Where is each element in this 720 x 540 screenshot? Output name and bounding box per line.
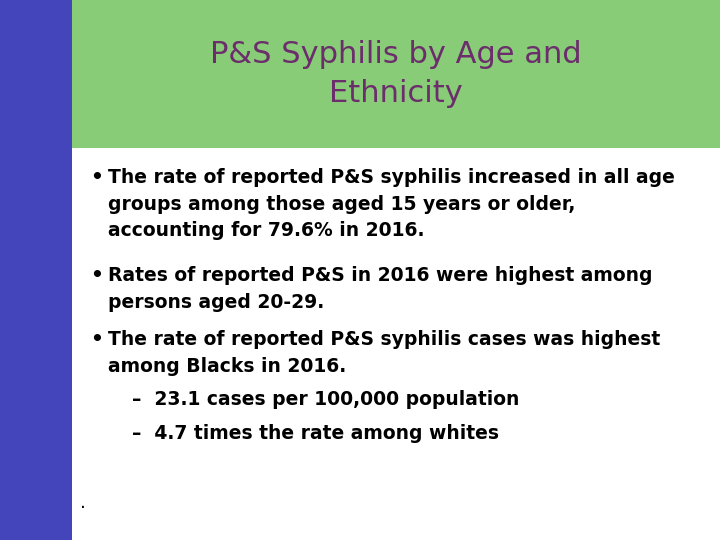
Text: –  4.7 times the rate among whites: – 4.7 times the rate among whites — [132, 424, 499, 443]
Text: •: • — [90, 266, 103, 285]
Bar — [0, 0, 720, 148]
Bar — [72, 148, 720, 540]
Text: •: • — [90, 330, 103, 349]
Text: •: • — [90, 168, 103, 187]
Text: .: . — [80, 493, 86, 512]
Bar — [0, 0, 72, 540]
Text: The rate of reported P&S syphilis increased in all age
groups among those aged 1: The rate of reported P&S syphilis increa… — [108, 168, 675, 240]
Text: –  23.1 cases per 100,000 population: – 23.1 cases per 100,000 population — [132, 390, 519, 409]
Text: The rate of reported P&S syphilis cases was highest
among Blacks in 2016.: The rate of reported P&S syphilis cases … — [108, 330, 660, 375]
Text: P&S Syphilis by Age and
Ethnicity: P&S Syphilis by Age and Ethnicity — [210, 40, 582, 107]
Text: Rates of reported P&S in 2016 were highest among
persons aged 20-29.: Rates of reported P&S in 2016 were highe… — [108, 266, 652, 312]
